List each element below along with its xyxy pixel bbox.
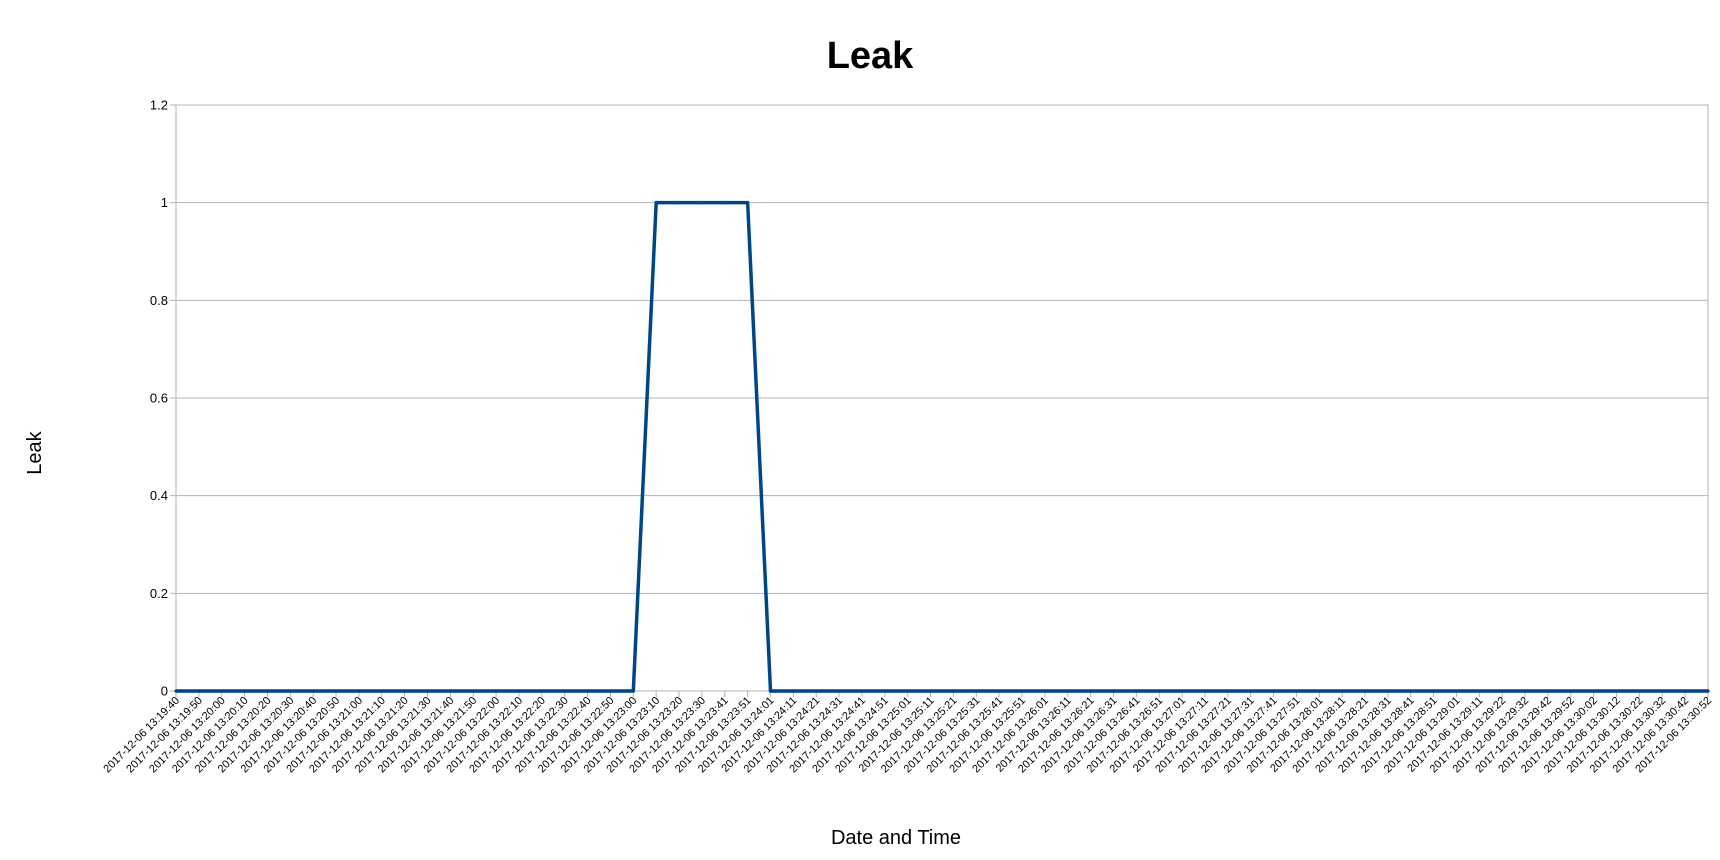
data-point bbox=[883, 689, 887, 693]
data-point bbox=[1020, 689, 1024, 693]
data-point bbox=[1614, 689, 1619, 693]
data-point bbox=[1592, 689, 1596, 693]
data-point bbox=[1683, 689, 1687, 693]
data-point bbox=[654, 201, 658, 205]
data-point bbox=[220, 689, 224, 693]
data-point bbox=[334, 689, 338, 693]
data-point bbox=[1432, 689, 1436, 693]
data-point bbox=[357, 689, 361, 693]
data-point bbox=[1637, 689, 1642, 693]
data-point bbox=[1363, 689, 1367, 693]
data-point bbox=[1157, 689, 1161, 693]
data-point bbox=[494, 689, 498, 693]
data-point bbox=[608, 689, 613, 693]
data-point bbox=[700, 201, 704, 205]
chart-title: Leak bbox=[827, 35, 914, 77]
data-point bbox=[1203, 689, 1207, 693]
data-point bbox=[265, 689, 270, 693]
data-point bbox=[1043, 689, 1047, 693]
data-point bbox=[197, 689, 201, 693]
data-point bbox=[403, 689, 407, 693]
grid-lines bbox=[176, 104, 1708, 692]
data-point bbox=[174, 689, 178, 693]
data-point bbox=[906, 689, 910, 693]
data-point bbox=[1066, 689, 1070, 693]
data-point bbox=[814, 689, 818, 693]
data-point bbox=[837, 689, 841, 693]
data-point bbox=[1454, 689, 1459, 693]
data-point bbox=[380, 689, 384, 693]
data-point bbox=[425, 689, 430, 693]
y-tick-label: 1.2 bbox=[150, 98, 168, 113]
y-tick-label: 0.4 bbox=[150, 488, 168, 503]
data-point bbox=[1706, 689, 1710, 693]
data-point bbox=[1111, 689, 1116, 693]
y-tick-label: 0.2 bbox=[150, 586, 168, 601]
series-line-leak bbox=[176, 200, 1708, 693]
y-axis-title: Leak bbox=[24, 430, 46, 474]
data-point bbox=[860, 689, 864, 693]
data-point bbox=[1660, 689, 1664, 693]
data-point bbox=[517, 689, 521, 693]
data-point bbox=[1477, 689, 1481, 693]
data-point bbox=[1271, 689, 1276, 693]
data-point bbox=[1317, 689, 1321, 693]
data-point bbox=[471, 689, 475, 693]
data-point bbox=[791, 689, 795, 693]
data-point bbox=[1180, 689, 1184, 693]
y-axis-ticks: 0 0.2 0.4 0.6 0.8 1 1.2 bbox=[150, 98, 176, 699]
data-point bbox=[1134, 689, 1138, 693]
data-point bbox=[585, 689, 590, 693]
data-point bbox=[1249, 689, 1253, 693]
data-point bbox=[997, 689, 1001, 693]
data-point bbox=[1294, 689, 1299, 693]
x-axis-title: Date and Time bbox=[831, 827, 961, 849]
data-point bbox=[746, 201, 750, 205]
data-point bbox=[311, 689, 315, 693]
data-point bbox=[951, 689, 956, 693]
data-point bbox=[974, 689, 978, 693]
y-tick-label: 0.8 bbox=[150, 293, 168, 308]
data-point bbox=[448, 689, 452, 693]
data-point bbox=[563, 689, 567, 693]
data-point bbox=[288, 689, 292, 693]
data-point bbox=[242, 689, 247, 693]
y-tick-label: 1 bbox=[161, 195, 168, 210]
data-point bbox=[928, 689, 933, 693]
data-point bbox=[677, 201, 681, 205]
series-layer bbox=[174, 200, 1710, 693]
data-point bbox=[1089, 689, 1093, 693]
data-point bbox=[723, 201, 727, 205]
data-point bbox=[1386, 689, 1390, 693]
data-point bbox=[1409, 689, 1413, 693]
data-point bbox=[1569, 689, 1573, 693]
y-tick-label: 0.6 bbox=[150, 391, 168, 406]
data-point bbox=[1546, 689, 1550, 693]
data-point bbox=[768, 689, 773, 693]
data-point bbox=[1340, 689, 1344, 693]
data-point bbox=[631, 689, 635, 693]
y-tick-label: 0 bbox=[161, 684, 168, 699]
data-point bbox=[1500, 689, 1504, 693]
data-point bbox=[1226, 689, 1230, 693]
data-point bbox=[1523, 689, 1527, 693]
data-point bbox=[540, 689, 544, 693]
